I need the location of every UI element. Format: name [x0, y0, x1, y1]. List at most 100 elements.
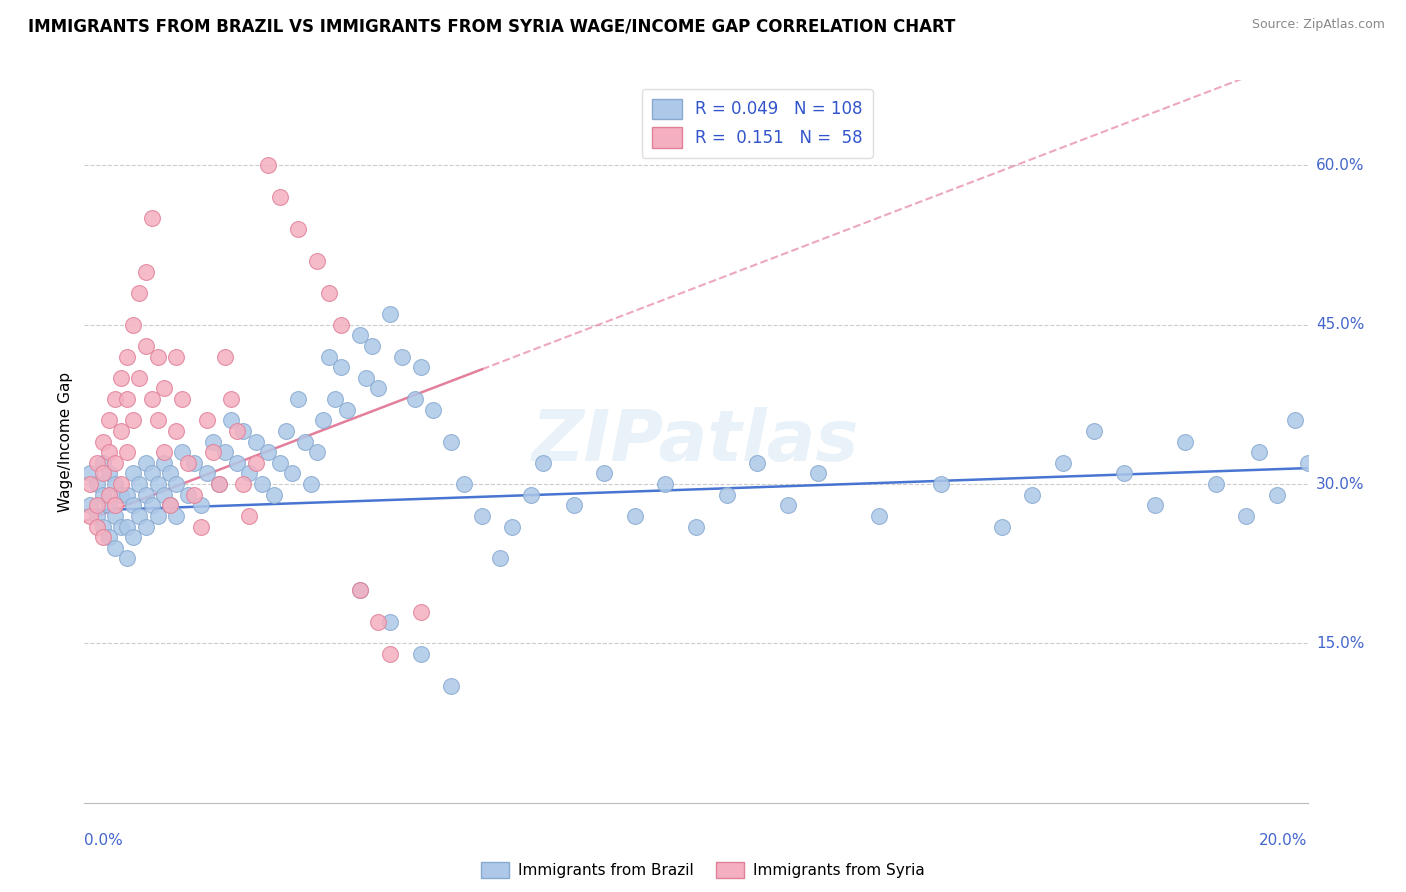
Point: [354, 371, 377, 385]
Point: [562, 498, 585, 512]
Point: [153, 488, 176, 502]
Point: [312, 413, 335, 427]
Point: [86, 456, 108, 470]
Point: [159, 467, 181, 481]
Point: [91, 519, 114, 533]
Point: [110, 488, 132, 502]
Point: [110, 371, 132, 385]
Point: [165, 350, 187, 364]
Point: [115, 551, 138, 566]
Point: [104, 541, 127, 555]
Point: [747, 456, 769, 470]
Point: [323, 392, 346, 406]
Point: [97, 413, 120, 427]
Point: [135, 488, 157, 502]
Point: [135, 519, 157, 533]
Point: [654, 477, 676, 491]
Point: [104, 392, 127, 406]
Point: [122, 413, 145, 427]
Text: 45.0%: 45.0%: [1316, 318, 1364, 332]
Point: [86, 477, 108, 491]
Point: [115, 488, 138, 502]
Point: [1296, 456, 1319, 470]
Point: [208, 477, 231, 491]
Point: [716, 488, 738, 502]
Text: 30.0%: 30.0%: [1316, 476, 1364, 491]
Point: [159, 498, 181, 512]
Point: [318, 285, 340, 300]
Point: [128, 508, 150, 523]
Point: [287, 222, 309, 236]
Point: [122, 318, 145, 332]
Point: [141, 392, 163, 406]
Point: [195, 467, 218, 481]
Point: [1083, 424, 1105, 438]
Point: [226, 424, 249, 438]
Point: [128, 371, 150, 385]
Point: [135, 339, 157, 353]
Legend: Immigrants from Brazil, Immigrants from Syria: Immigrants from Brazil, Immigrants from …: [475, 856, 931, 884]
Point: [349, 583, 371, 598]
Point: [86, 498, 108, 512]
Point: [330, 360, 353, 375]
Point: [367, 381, 389, 395]
Point: [929, 477, 952, 491]
Point: [380, 307, 402, 321]
Point: [807, 467, 830, 481]
Point: [115, 519, 138, 533]
Text: 15.0%: 15.0%: [1316, 636, 1364, 651]
Point: [404, 392, 426, 406]
Point: [146, 413, 169, 427]
Point: [104, 508, 127, 523]
Point: [190, 498, 212, 512]
Text: Source: ZipAtlas.com: Source: ZipAtlas.com: [1251, 18, 1385, 31]
Point: [183, 488, 205, 502]
Point: [201, 434, 224, 449]
Point: [91, 434, 114, 449]
Point: [135, 264, 157, 278]
Point: [165, 477, 187, 491]
Point: [153, 456, 176, 470]
Point: [219, 413, 242, 427]
Point: [440, 679, 463, 693]
Point: [318, 350, 340, 364]
Point: [1114, 467, 1136, 481]
Text: IMMIGRANTS FROM BRAZIL VS IMMIGRANTS FROM SYRIA WAGE/INCOME GAP CORRELATION CHAR: IMMIGRANTS FROM BRAZIL VS IMMIGRANTS FRO…: [28, 18, 956, 36]
Point: [110, 477, 132, 491]
Point: [190, 519, 212, 533]
Point: [1205, 477, 1227, 491]
Point: [349, 328, 371, 343]
Point: [305, 445, 328, 459]
Point: [276, 424, 298, 438]
Point: [153, 445, 176, 459]
Point: [269, 456, 291, 470]
Point: [502, 519, 524, 533]
Point: [232, 477, 254, 491]
Point: [159, 498, 181, 512]
Point: [1021, 488, 1043, 502]
Point: [367, 615, 389, 630]
Point: [97, 445, 120, 459]
Point: [245, 456, 267, 470]
Point: [1236, 508, 1258, 523]
Point: [135, 456, 157, 470]
Point: [336, 402, 359, 417]
Point: [208, 477, 231, 491]
Point: [79, 467, 101, 481]
Point: [299, 477, 322, 491]
Point: [360, 339, 382, 353]
Point: [104, 456, 127, 470]
Point: [453, 477, 475, 491]
Point: [489, 551, 512, 566]
Point: [281, 467, 304, 481]
Text: 20.0%: 20.0%: [1260, 833, 1308, 848]
Point: [97, 530, 120, 544]
Point: [214, 350, 236, 364]
Point: [122, 498, 145, 512]
Point: [201, 445, 224, 459]
Point: [422, 402, 444, 417]
Point: [104, 477, 127, 491]
Point: [1284, 413, 1306, 427]
Point: [79, 498, 101, 512]
Point: [250, 477, 273, 491]
